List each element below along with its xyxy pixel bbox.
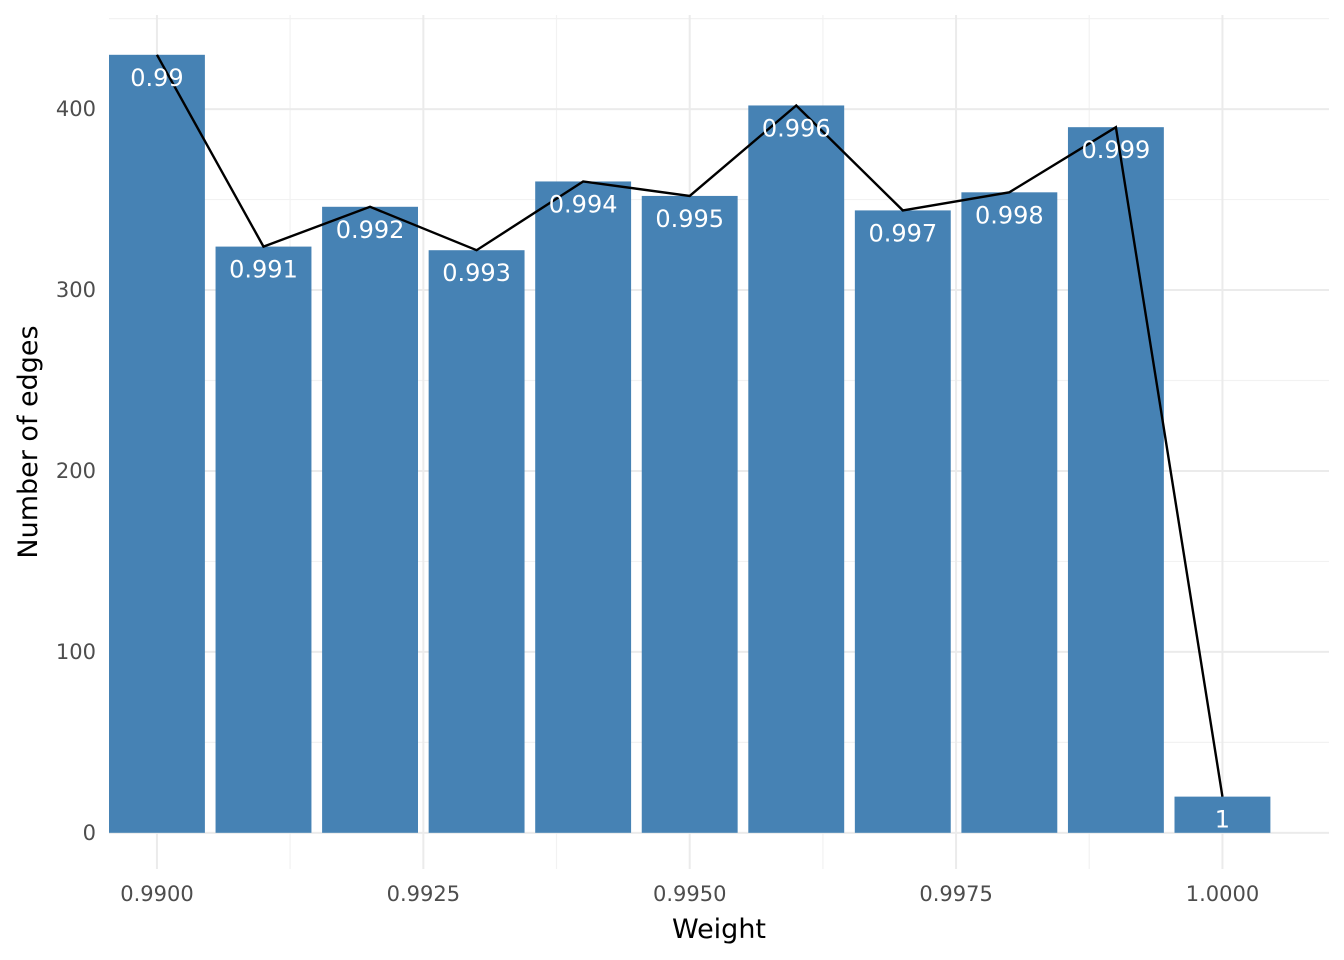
bar-value-label: 0.996 (762, 114, 831, 142)
bar-value-label: 0.998 (975, 201, 1044, 229)
x-tick-label: 0.9900 (120, 882, 193, 906)
y-tick-label: 400 (56, 97, 96, 121)
x-tick-label: 0.9975 (919, 882, 992, 906)
bars (109, 54, 1271, 833)
x-tick-label: 0.9925 (387, 882, 460, 906)
bar (641, 195, 738, 833)
bar-value-label: 0.99 (130, 64, 183, 92)
y-tick-label: 0 (83, 821, 96, 845)
x-axis-ticks: 0.9900 0.9925 0.9950 0.9975 1.0000 (120, 882, 1259, 906)
x-axis-title: Weight (672, 914, 766, 945)
y-axis-title: Number of edges (13, 325, 44, 558)
bar-value-label: 0.993 (442, 259, 511, 287)
y-tick-label: 200 (56, 459, 96, 483)
bar-value-label: 1 (1215, 806, 1230, 834)
bar-labels: 0.99 0.991 0.992 0.993 0.994 0.995 0.996 0.997 0… (130, 64, 1230, 834)
bar (854, 210, 951, 833)
x-tick-label: 1.0000 (1186, 882, 1259, 906)
bar (428, 250, 525, 833)
bar (215, 246, 312, 833)
bar-value-label: 0.994 (549, 190, 618, 218)
bar-value-label: 0.997 (868, 219, 937, 247)
bar-value-label: 0.991 (229, 256, 298, 284)
bar (961, 192, 1058, 833)
y-tick-label: 300 (56, 278, 96, 302)
x-tick-label: 0.9950 (653, 882, 726, 906)
series-line (155, 54, 1224, 797)
y-axis-ticks: 0 100 200 300 400 (56, 97, 96, 845)
bar-value-label: 0.995 (655, 205, 724, 233)
bar (1174, 796, 1271, 833)
bar (748, 105, 845, 833)
bar-value-label: 0.992 (336, 216, 405, 244)
bar (535, 181, 632, 833)
bar (322, 206, 418, 833)
bar (109, 54, 205, 833)
y-tick-label: 100 (56, 640, 96, 664)
bar (1067, 127, 1164, 833)
bar-value-label: 0.999 (1082, 136, 1151, 164)
trend-line (155, 54, 1224, 797)
